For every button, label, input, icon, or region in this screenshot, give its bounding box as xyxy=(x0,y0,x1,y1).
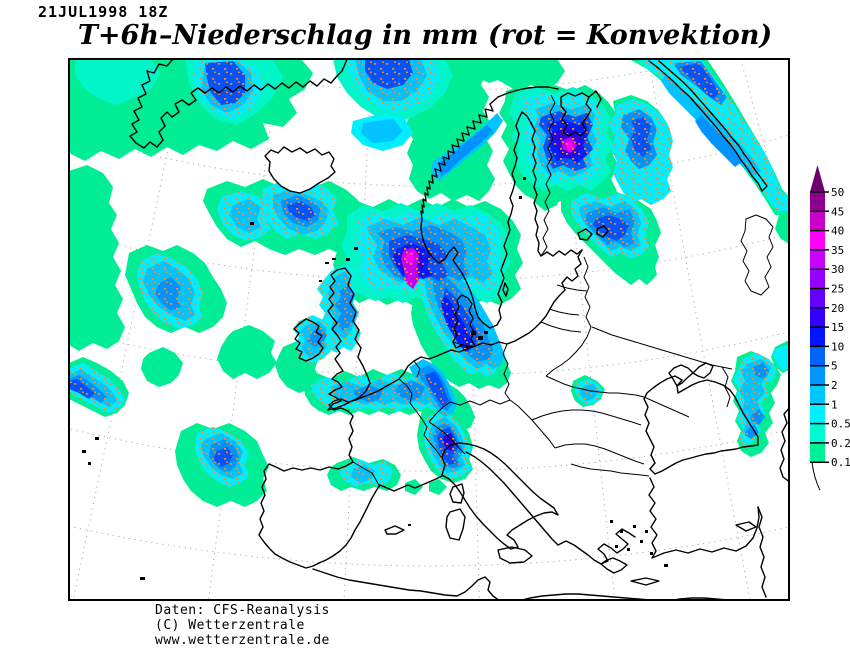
map-frame xyxy=(68,58,790,601)
precipitation-map xyxy=(70,60,788,599)
svg-text:25: 25 xyxy=(831,283,844,296)
run-datetime: 21JUL1998 18Z xyxy=(38,3,169,21)
attribution-data-source: Daten: CFS-Reanalysis xyxy=(155,603,330,618)
svg-text:0.2: 0.2 xyxy=(831,437,850,450)
island-specks xyxy=(82,177,668,580)
attribution-copyright: (C) Wetterzentrale xyxy=(155,618,305,633)
attribution-website: www.wetterzentrale.de xyxy=(155,633,330,648)
coastlines xyxy=(129,60,788,599)
svg-text:45: 45 xyxy=(831,205,844,218)
svg-text:40: 40 xyxy=(831,225,844,238)
svg-text:2: 2 xyxy=(831,379,838,392)
svg-text:15: 15 xyxy=(831,321,844,334)
svg-text:0.5: 0.5 xyxy=(831,418,850,431)
svg-text:1: 1 xyxy=(831,398,838,411)
svg-text:30: 30 xyxy=(831,263,844,276)
svg-text:5: 5 xyxy=(831,360,838,373)
svg-text:10: 10 xyxy=(831,340,844,353)
map-title: T+6h–Niederschlag in mm (rot = Konvektio… xyxy=(77,20,773,51)
svg-text:35: 35 xyxy=(831,244,844,257)
svg-text:50: 50 xyxy=(831,186,844,199)
svg-text:20: 20 xyxy=(831,302,844,315)
country-borders xyxy=(352,94,774,488)
svg-text:0.1: 0.1 xyxy=(831,456,850,469)
precipitation-fields xyxy=(70,60,788,507)
legend-colorbar: 50 45 40 35 30 25 20 15 10 5 2 1 0.5 0.2 0.1 xyxy=(810,165,850,491)
attribution: Daten: CFS-Reanalysis (C) Wetterzentrale… xyxy=(155,603,330,648)
precipitation-legend: 50 45 40 35 30 25 20 15 10 5 2 1 0.5 0.2 0.1 xyxy=(800,162,850,507)
